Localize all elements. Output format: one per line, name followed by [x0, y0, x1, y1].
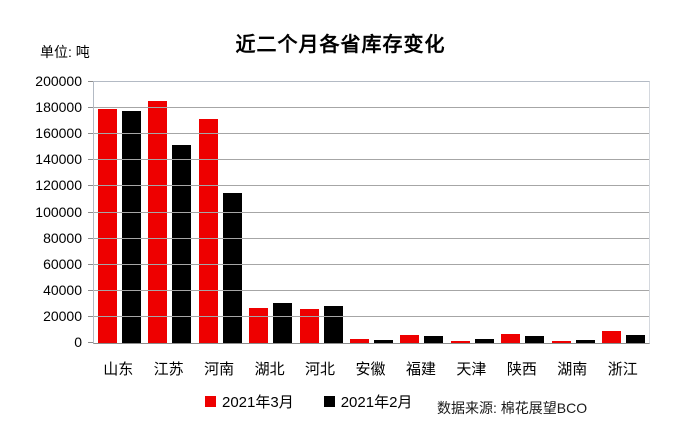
x-axis-label: 山东 — [103, 361, 134, 378]
bar — [373, 339, 393, 343]
x-axis-label: 湖北 — [254, 361, 285, 378]
y-axis-tick-label: 20000 — [43, 307, 82, 324]
x-axis-label: 河南 — [204, 361, 235, 378]
data-source: 数据来源: 棉花展望BCO — [437, 400, 588, 416]
x-axis-label: 安徽 — [355, 361, 386, 378]
bar — [249, 308, 269, 343]
bar — [349, 339, 369, 343]
bar — [273, 302, 293, 343]
y-axis-tick-label: 160000 — [35, 125, 82, 142]
gridline — [94, 263, 649, 265]
x-axis-label: 陕西 — [506, 361, 537, 378]
bar — [121, 111, 141, 343]
legend-label: 2021年3月 — [222, 394, 294, 411]
gridline — [94, 211, 649, 213]
y-axis-tick — [88, 211, 93, 213]
unit-label: 单位: 吨 — [40, 44, 90, 60]
y-axis-tick-label: 80000 — [43, 229, 82, 246]
bar — [400, 335, 420, 343]
legend-item-march: 2021年3月 — [205, 391, 294, 412]
bar-group — [195, 82, 245, 343]
gridline — [94, 107, 649, 109]
bar — [97, 109, 117, 343]
x-axis-label: 河北 — [305, 361, 336, 378]
bar — [198, 118, 218, 343]
x-axis-label: 江苏 — [153, 361, 184, 378]
bar-group — [296, 82, 346, 343]
y-axis-tick — [88, 133, 93, 135]
bar — [299, 309, 319, 343]
bar — [450, 341, 470, 343]
plot-area — [93, 81, 650, 344]
bar — [323, 306, 343, 343]
gridline — [94, 133, 649, 135]
bar — [575, 339, 595, 343]
gridline — [94, 185, 649, 187]
y-axis-tick — [88, 237, 93, 239]
bar-group — [397, 82, 447, 343]
bar-group — [548, 82, 598, 343]
bar-group — [144, 82, 194, 343]
x-axis-label: 福建 — [405, 361, 436, 378]
y-axis-tick — [88, 81, 93, 82]
bar-group — [245, 82, 295, 343]
legend-item-february: 2021年2月 — [323, 391, 413, 412]
gridline — [94, 237, 649, 239]
bar — [525, 335, 545, 343]
y-axis-tick-label: 100000 — [35, 203, 82, 220]
bar — [626, 334, 646, 343]
legend: 2021年3月 2021年2月 — [205, 391, 412, 412]
bar — [474, 339, 494, 343]
y-axis-tick-label: 180000 — [35, 99, 82, 116]
bar-group — [498, 82, 548, 343]
bar — [424, 336, 444, 343]
y-axis-tick-label: 60000 — [43, 255, 82, 272]
chart-title: 近二个月各省库存变化 — [235, 34, 446, 56]
x-axis-label: 天津 — [456, 361, 487, 378]
x-axis-labels: 山东 江苏 河南 湖北 河北 安徽 福建 天津 陕西 湖南 浙江 — [93, 358, 648, 379]
legend-swatch-black — [323, 396, 335, 407]
y-axis-tick-label: 40000 — [43, 281, 82, 298]
bar — [172, 144, 192, 343]
y-axis-tick — [88, 159, 93, 161]
y-axis-tick — [88, 107, 93, 109]
bar — [602, 330, 622, 343]
y-axis-tick — [88, 263, 93, 265]
y-axis-tick — [88, 342, 93, 343]
bars-container — [94, 82, 649, 343]
bar-group — [599, 82, 649, 343]
bar-group — [346, 82, 396, 343]
gridline — [94, 159, 649, 161]
y-axis-tick — [88, 315, 93, 317]
bar-group — [94, 82, 144, 343]
bar — [501, 333, 521, 343]
bar — [148, 100, 168, 343]
y-axis-tick — [88, 185, 93, 187]
gridline — [94, 315, 649, 317]
x-axis-label: 湖南 — [557, 361, 588, 378]
x-axis-label: 浙江 — [607, 361, 638, 378]
legend-swatch-red — [205, 396, 216, 407]
y-axis-tick — [88, 289, 93, 291]
y-axis-tick-label: 120000 — [35, 177, 82, 194]
bar — [551, 341, 571, 343]
y-axis-tick-label: 200000 — [35, 73, 82, 89]
y-axis-tick-label: 140000 — [35, 151, 82, 168]
bar — [222, 192, 242, 343]
y-axis-tick-label: 0 — [74, 334, 82, 350]
gridline — [94, 289, 649, 291]
bar-group — [447, 82, 497, 343]
legend-label: 2021年2月 — [340, 394, 413, 411]
